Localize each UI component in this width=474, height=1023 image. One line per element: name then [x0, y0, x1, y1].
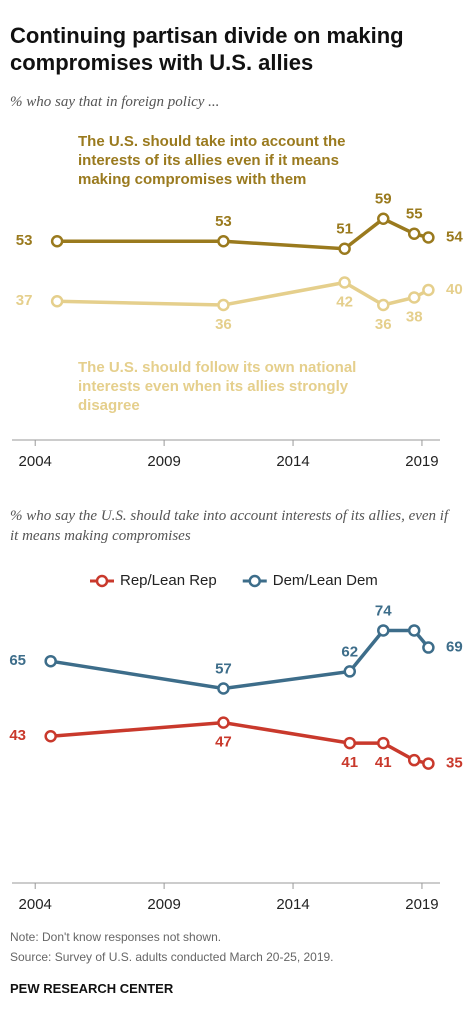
point [217, 235, 230, 248]
value-label: 55 [406, 206, 423, 223]
legend-marker [95, 574, 109, 588]
series-line [50, 720, 429, 766]
value-label: 41 [341, 754, 358, 771]
point [217, 682, 230, 695]
x-tick-label: 2014 [276, 453, 309, 470]
value-label: 65 [9, 652, 26, 669]
x-tick-label: 2019 [405, 896, 438, 913]
point [407, 624, 421, 637]
point [377, 298, 390, 312]
value-label: 47 [215, 734, 232, 751]
value-label: 43 [9, 727, 26, 744]
point [422, 283, 435, 297]
credit: PEW RESEARCH CENTER [10, 981, 174, 996]
value-label: 51 [336, 221, 353, 238]
value-label: 36 [215, 316, 232, 333]
value-label: 38 [406, 308, 423, 325]
value-label: 42 [336, 293, 353, 310]
legend-label: Dem/Lean Dem [273, 572, 378, 589]
value-label: 59 [375, 191, 392, 208]
point [407, 753, 421, 767]
point [44, 730, 57, 743]
value-label: 41 [375, 754, 392, 771]
value-label: 53 [215, 213, 232, 230]
series-label: The U.S. should take into account the in… [78, 133, 346, 188]
point [343, 736, 357, 750]
series-line [57, 280, 430, 307]
x-tick-label: 2004 [19, 896, 52, 913]
value-label: 36 [375, 316, 392, 333]
series-line [50, 628, 430, 691]
point [377, 736, 390, 750]
point [343, 665, 357, 678]
point [407, 227, 421, 240]
point [217, 716, 230, 729]
legend-label: Rep/Lean Rep [120, 572, 217, 589]
point [377, 212, 390, 225]
x-tick-label: 2014 [276, 896, 309, 913]
point [422, 757, 435, 770]
title: Continuing partisan divide on making com… [10, 23, 404, 75]
x-tick-label: 2019 [405, 453, 438, 470]
point [407, 291, 421, 304]
legend-marker [248, 574, 261, 588]
series-label: The U.S. should follow its own national … [78, 359, 357, 414]
point [50, 295, 64, 308]
series-line [57, 216, 429, 251]
point [377, 624, 390, 637]
subtitle: % who say the U.S. should take into acco… [10, 508, 449, 544]
x-tick-label: 2009 [147, 453, 180, 470]
point [422, 641, 435, 654]
point [44, 654, 57, 668]
value-label: 69 [446, 639, 463, 656]
point [338, 242, 351, 255]
x-tick-label: 2009 [147, 896, 180, 913]
value-label: 54 [446, 228, 463, 245]
value-label: 57 [215, 660, 232, 677]
point [338, 276, 351, 289]
point [217, 298, 230, 312]
value-label: 37 [16, 292, 33, 309]
point [422, 231, 435, 244]
x-tick-label: 2004 [19, 453, 52, 470]
value-label: 74 [375, 602, 392, 619]
value-label: 35 [446, 755, 463, 772]
note: Note: Don't know responses not shown. [10, 930, 222, 944]
source: Source: Survey of U.S. adults conducted … [10, 950, 334, 964]
value-label: 40 [446, 281, 463, 298]
subtitle: % who say that in foreign policy ... [10, 94, 220, 110]
value-label: 53 [16, 232, 33, 249]
point [50, 235, 64, 248]
value-label: 62 [341, 643, 358, 660]
